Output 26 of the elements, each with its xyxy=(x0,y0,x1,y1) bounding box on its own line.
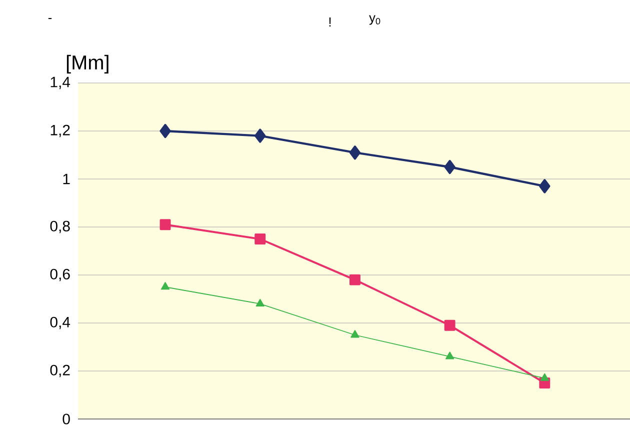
y-tick-label: 1,4 xyxy=(50,76,70,90)
y-tick-label: 0,2 xyxy=(50,364,70,378)
y-tick-label: 0,4 xyxy=(50,316,70,330)
text: - xyxy=(48,18,52,20)
point xyxy=(349,146,361,160)
point xyxy=(256,298,264,306)
text: ! xyxy=(329,18,331,26)
point xyxy=(445,352,454,360)
point xyxy=(349,274,360,286)
point xyxy=(444,320,456,331)
point xyxy=(254,234,266,244)
point xyxy=(160,282,170,290)
point xyxy=(254,128,266,143)
y-tick-label: 0 xyxy=(62,414,70,424)
y-tick-label: 0,8 xyxy=(50,220,70,234)
text: y$_{0}$ xyxy=(369,15,380,25)
y-axis-title: [Mm] xyxy=(66,54,108,74)
point xyxy=(444,160,456,174)
point xyxy=(350,330,360,338)
y-tick-label: 1 xyxy=(63,174,70,184)
point xyxy=(540,373,549,381)
point xyxy=(539,179,550,194)
y-tick-label: 0,6 xyxy=(50,268,70,282)
point xyxy=(160,124,171,138)
point xyxy=(160,219,171,230)
y-tick-label: 1,2 xyxy=(50,124,70,138)
